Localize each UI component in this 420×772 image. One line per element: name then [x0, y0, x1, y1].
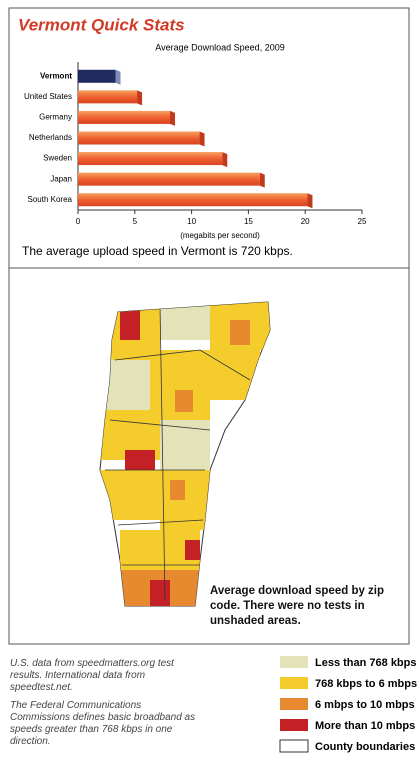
bar — [78, 110, 171, 124]
x-tick-label: 5 — [133, 217, 138, 226]
y-tick-label: South Korea — [28, 195, 73, 204]
map-caption-box: Average download speed by zip code. Ther… — [210, 585, 385, 627]
map-caption: Average download speed by zip code. Ther… — [210, 585, 385, 627]
x-tick-label: 25 — [358, 217, 367, 226]
bar-cap — [259, 172, 265, 188]
x-tick-label: 20 — [301, 217, 310, 226]
note: U.S. data from speedmatters.org test res… — [10, 658, 174, 693]
legend-label: 6 mbps to 10 mbps — [315, 699, 415, 711]
legend-swatch — [280, 677, 308, 689]
y-tick-label: Sweden — [43, 154, 72, 163]
bar — [78, 193, 308, 207]
legend-label: 768 kbps to 6 mbps — [315, 678, 417, 690]
map — [99, 301, 271, 607]
page-title: Vermont Quick Stats — [18, 15, 185, 34]
legend-swatch — [279, 739, 309, 753]
y-tick-label: United States — [24, 92, 72, 101]
y-tick-label: Vermont — [40, 71, 72, 80]
x-tick-label: 0 — [76, 217, 81, 226]
chart-title: Average Download Speed, 2009 — [155, 42, 284, 52]
y-tick-label: Japan — [50, 174, 72, 183]
legend-swatch — [280, 698, 308, 710]
bar-cap — [137, 90, 143, 106]
bar-cap — [199, 131, 205, 147]
legend-swatch — [280, 719, 308, 731]
bar — [78, 131, 200, 145]
upload-note: The average upload speed in Vermont is 7… — [22, 244, 293, 258]
legend-swatch — [280, 656, 308, 668]
y-tick-label: Netherlands — [29, 133, 72, 142]
bar — [78, 90, 138, 104]
x-tick-label: 10 — [187, 217, 196, 226]
bar-cap — [222, 152, 228, 168]
x-axis-label: (megabits per second) — [180, 231, 260, 240]
bar-cap — [115, 69, 121, 85]
legend-label: County boundaries — [315, 741, 415, 753]
note: The Federal Communications Commissions d… — [10, 700, 196, 747]
map-panel — [8, 267, 410, 645]
x-tick-label: 15 — [244, 217, 253, 226]
bar — [78, 152, 223, 166]
legend-label: Less than 768 kbps — [315, 657, 417, 669]
legend-label: More than 10 mbps — [315, 720, 415, 732]
y-tick-label: Germany — [39, 113, 72, 122]
bar — [78, 69, 116, 83]
bar — [78, 172, 260, 186]
bar-cap — [170, 110, 176, 126]
bar-cap — [307, 193, 313, 209]
